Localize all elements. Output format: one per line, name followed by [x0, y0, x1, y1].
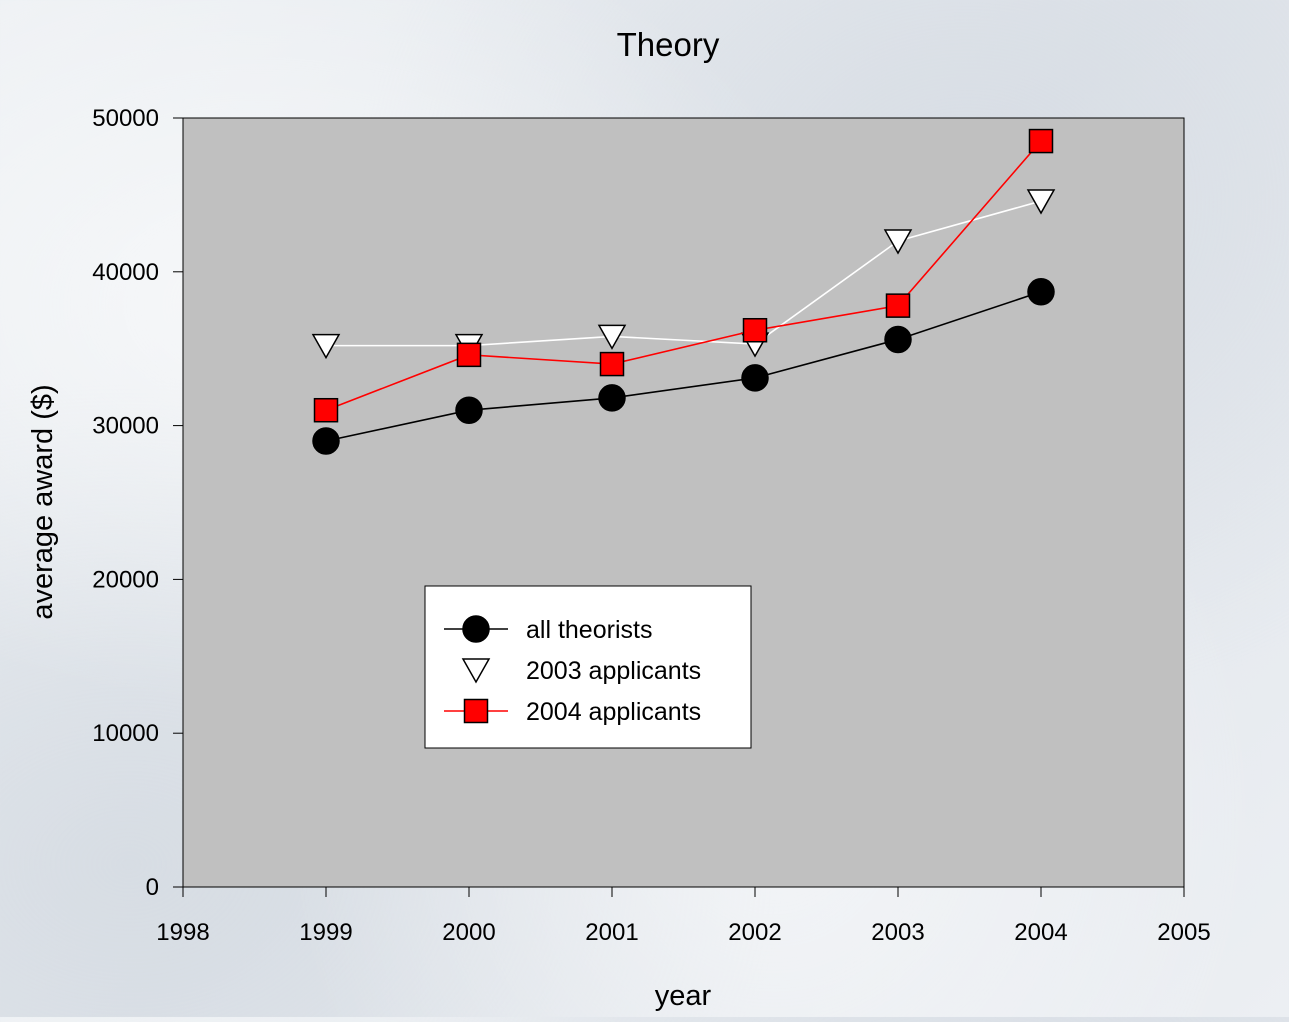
data-point — [742, 317, 768, 343]
data-point — [312, 427, 340, 455]
x-tick-label: 2001 — [585, 919, 638, 946]
data-point — [883, 229, 913, 255]
series-layer — [311, 128, 1056, 455]
legend-item: 2003 applicants — [461, 657, 701, 685]
y-tick-label: 0 — [146, 874, 159, 901]
y-tick-label: 10000 — [92, 720, 159, 747]
plot-area — [182, 117, 1185, 888]
x-tick-label: 2003 — [871, 919, 924, 946]
legend-marker — [462, 615, 490, 643]
data-point — [1028, 128, 1054, 154]
y-tick-label: 40000 — [92, 259, 159, 286]
x-tick-label: 2005 — [1157, 919, 1210, 946]
y-axis-label: average award ($) — [27, 384, 59, 619]
legend-item: all theorists — [444, 615, 652, 644]
legend: all theorists 2003 applicants 2004 applica… — [424, 585, 752, 749]
series-0 — [312, 278, 1055, 455]
axes: 1998 1999 2000 2001 2002 2003 2004 2005 0 10000 20… — [92, 105, 1210, 946]
x-tick-label: 1999 — [299, 919, 352, 946]
data-point — [455, 396, 483, 424]
legend-items: all theorists 2003 applicants 2004 applica… — [444, 615, 701, 726]
legend-label: 2003 applicants — [526, 657, 701, 685]
data-point — [1026, 189, 1056, 215]
x-tick-label: 1998 — [156, 919, 209, 946]
data-point — [456, 342, 482, 368]
x-tick-label: 2002 — [728, 919, 781, 946]
chart-title: Theory — [617, 26, 720, 63]
data-point — [599, 351, 625, 377]
data-point — [598, 384, 626, 412]
data-point — [1027, 278, 1055, 306]
legend-label: all theorists — [526, 616, 652, 644]
data-point — [313, 397, 339, 423]
data-point — [885, 293, 911, 318]
y-tick-label: 20000 — [92, 566, 159, 593]
series-line — [325, 291, 1042, 442]
data-point — [597, 324, 627, 350]
legend-marker — [463, 698, 489, 724]
series-2 — [313, 128, 1054, 423]
legend-label: 2004 applicants — [526, 698, 701, 726]
x-tick-label: 2000 — [442, 919, 495, 946]
legend-item: 2004 applicants — [444, 698, 701, 726]
data-point — [741, 364, 769, 392]
x-tick-label: 2004 — [1014, 919, 1067, 946]
series-line — [326, 200, 1042, 347]
series-line — [325, 140, 1042, 411]
y-tick-label: 30000 — [92, 413, 159, 440]
data-point — [311, 333, 341, 360]
legend-marker — [461, 658, 491, 684]
data-point — [884, 325, 912, 354]
x-axis-label: year — [655, 980, 712, 1012]
y-tick-label: 50000 — [92, 105, 159, 132]
